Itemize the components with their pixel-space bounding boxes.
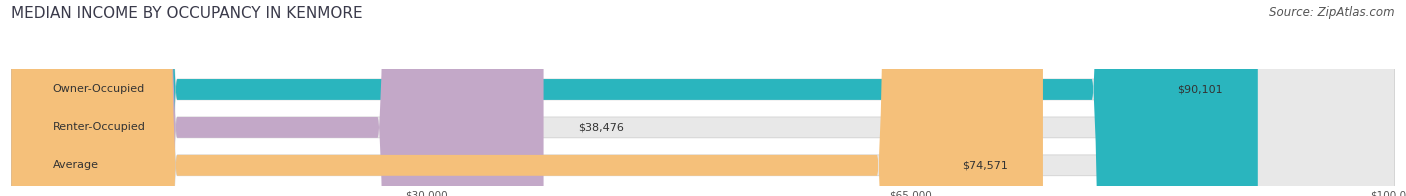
FancyBboxPatch shape — [11, 0, 1395, 196]
Text: MEDIAN INCOME BY OCCUPANCY IN KENMORE: MEDIAN INCOME BY OCCUPANCY IN KENMORE — [11, 6, 363, 21]
Text: Owner-Occupied: Owner-Occupied — [53, 84, 145, 94]
FancyBboxPatch shape — [11, 0, 1395, 196]
Text: Renter-Occupied: Renter-Occupied — [53, 122, 146, 132]
FancyBboxPatch shape — [11, 0, 1395, 196]
Text: $74,571: $74,571 — [963, 160, 1008, 170]
Text: Average: Average — [53, 160, 98, 170]
FancyBboxPatch shape — [11, 0, 544, 196]
Text: $38,476: $38,476 — [578, 122, 624, 132]
Text: Source: ZipAtlas.com: Source: ZipAtlas.com — [1270, 6, 1395, 19]
FancyBboxPatch shape — [11, 0, 1258, 196]
Text: $90,101: $90,101 — [1178, 84, 1223, 94]
FancyBboxPatch shape — [11, 0, 1043, 196]
